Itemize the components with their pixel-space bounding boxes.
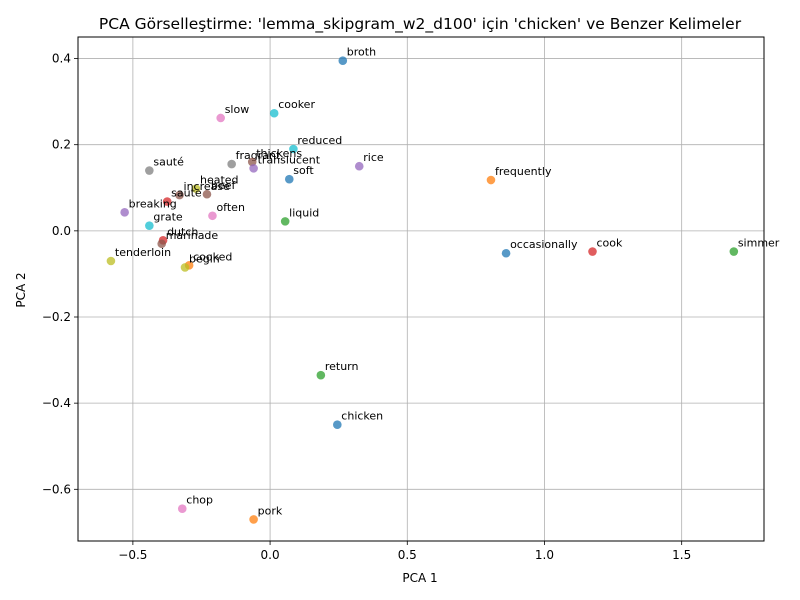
x-tick-label: 1.5 xyxy=(672,548,691,562)
point-label: translucent xyxy=(258,153,321,166)
grid-lines xyxy=(78,37,764,541)
data-point xyxy=(729,247,739,256)
y-tick-label: 0.0 xyxy=(52,224,71,238)
data-point xyxy=(289,144,298,154)
data-point xyxy=(588,247,597,256)
data-point xyxy=(145,221,154,230)
point-label: slow xyxy=(225,103,250,116)
data-point xyxy=(106,256,116,266)
point-label: beef xyxy=(211,179,237,192)
point-label: marinade xyxy=(166,229,219,242)
data-point xyxy=(208,211,217,221)
data-point xyxy=(284,174,294,184)
data-point xyxy=(175,190,184,200)
point-label: dutch xyxy=(167,225,198,238)
point-label: liquid xyxy=(289,206,319,219)
point-label: simmer xyxy=(738,237,780,250)
point-label: cooked xyxy=(193,250,232,263)
y-tick-label: −0.2 xyxy=(42,310,71,324)
y-axis-label: PCA 2 xyxy=(14,272,28,307)
point-label: begin xyxy=(189,252,220,265)
point-label: fragrant xyxy=(236,149,281,162)
y-axis-ticks: −0.6 −0.4 −0.2 0.0 0.2 0.4 xyxy=(42,52,78,496)
data-point xyxy=(316,370,326,380)
data-point xyxy=(191,184,201,193)
point-label: increase xyxy=(184,180,231,193)
y-tick-label: 0.2 xyxy=(52,138,71,152)
data-point xyxy=(280,217,290,226)
data-point xyxy=(177,504,187,513)
point-label: broth xyxy=(347,46,376,59)
x-tick-label: −0.5 xyxy=(118,548,147,562)
point-label: occasionally xyxy=(510,238,578,251)
y-tick-label: −0.6 xyxy=(42,482,71,496)
data-point xyxy=(354,161,364,171)
plot-frame xyxy=(77,36,765,542)
point-label: chicken xyxy=(341,410,383,423)
data-point xyxy=(120,208,129,217)
point-label: cooker xyxy=(278,98,315,111)
x-axis-ticks: −0.5 0.0 0.5 1.0 1.5 xyxy=(118,541,691,562)
data-point xyxy=(333,420,342,429)
point-label: chop xyxy=(186,494,213,507)
point-label: frequently xyxy=(495,165,552,178)
point-label: rice xyxy=(363,151,384,164)
point-label: often xyxy=(216,201,244,214)
data-points: broth slow cooker reduced fragrantthickenstr… xyxy=(106,46,780,524)
data-point xyxy=(180,263,190,272)
y-tick-label: 0.4 xyxy=(52,52,71,66)
data-point xyxy=(216,113,225,123)
y-tick-label: −0.4 xyxy=(42,396,71,410)
chart-title: PCA Görselleştirme: 'lemma_skipgram_w2_d… xyxy=(99,15,742,34)
data-point xyxy=(202,189,212,199)
data-point xyxy=(157,239,166,249)
data-point xyxy=(501,248,511,258)
point-label: return xyxy=(325,360,359,373)
point-label: sauté xyxy=(153,156,184,169)
point-label: grate xyxy=(153,211,183,224)
x-tick-label: 0.5 xyxy=(398,548,417,562)
point-label: breaking xyxy=(129,197,177,210)
data-point xyxy=(247,157,257,167)
point-label: soft xyxy=(293,164,314,177)
data-point xyxy=(269,108,279,118)
x-axis-label: PCA 1 xyxy=(402,571,437,585)
x-tick-label: 1.0 xyxy=(535,548,554,562)
point-label: cook xyxy=(597,237,624,250)
data-point xyxy=(227,159,236,169)
x-tick-label: 0.0 xyxy=(261,548,280,562)
point-label: heated xyxy=(200,174,239,187)
point-label: pork xyxy=(258,504,283,517)
data-point xyxy=(486,175,496,185)
point-label: saute xyxy=(171,187,202,200)
data-point xyxy=(249,164,258,173)
point-label: thickens xyxy=(256,147,302,160)
data-point xyxy=(249,515,258,524)
data-point xyxy=(145,166,154,175)
point-label: tenderloin xyxy=(115,246,171,259)
point-label: reduced xyxy=(297,134,342,147)
data-point xyxy=(162,197,172,206)
data-point xyxy=(338,56,348,65)
